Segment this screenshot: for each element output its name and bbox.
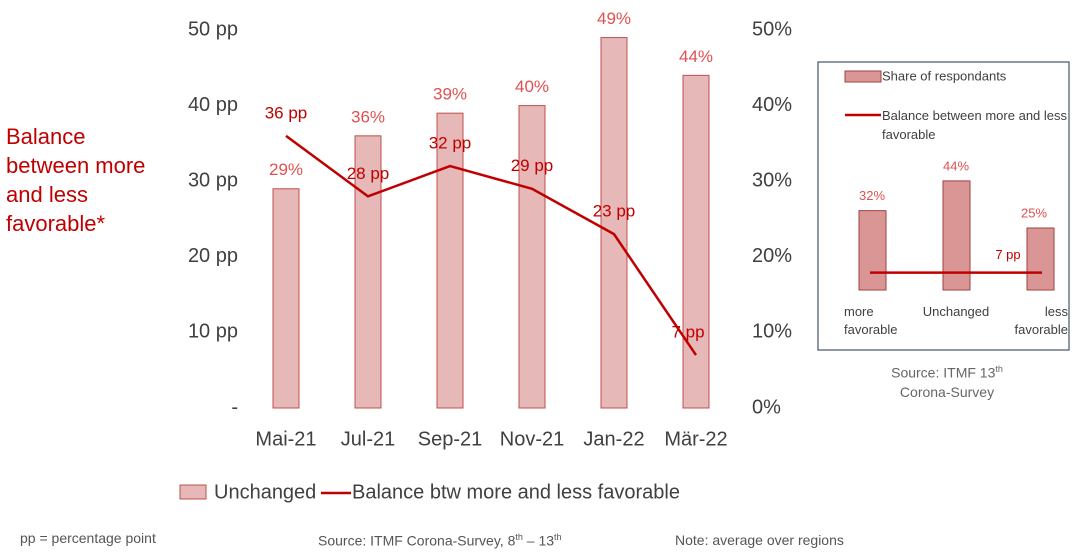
bar-value-label: 44% [679,47,713,66]
source-sup: th [554,532,562,542]
source-sup: th [515,532,523,542]
line-value-label: 7 pp [671,323,704,342]
legend-label: Share of respondants [882,68,1007,83]
line-value-label: 36 pp [265,103,308,122]
footnote-source: Source: ITMF Corona-Survey, 8th – 13th [318,532,562,549]
source-text: Corona-Survey [899,383,995,400]
x-tick-label: Unchanged [922,304,990,319]
source-text: Source: ITMF Corona-Survey, 8 [318,532,516,549]
bar [518,105,546,409]
x-tick-label: more favorable [844,304,898,337]
x-tick-label: Jul-21 [341,428,395,450]
x-tick-label: Nov-21 [500,428,564,450]
y-tick-label: 30 pp [188,169,238,191]
bar [1026,227,1055,291]
y-tick-label: - [231,396,238,418]
x-tick-label: Sep-21 [418,428,483,450]
x-tick-label: Mai-21 [255,428,316,450]
bar-value-label: 44% [943,158,969,173]
bar-value-label: 29% [269,160,303,179]
y-tick-label: 40 pp [188,94,238,116]
y-tick-label: 20 pp [188,245,238,267]
legend-label: Unchanged [214,481,316,503]
x-tick-label: less favorable [1014,304,1068,337]
bar-value-label: 40% [515,77,549,96]
line-value-label: 23 pp [593,202,636,221]
y2-tick-label: 10% [752,321,792,343]
legend-label: Balance between more and less favorable [882,108,1068,142]
source-text: – 13 [522,532,555,549]
legend-label: Balance btw more and less favorable [352,481,680,503]
legend-swatch [179,484,207,500]
line-value-label: 28 pp [347,164,390,183]
bar-value-label: 49% [597,9,631,28]
footnote-note: Note: average over regions [675,532,844,548]
bar [436,112,464,409]
y2-tick-label: 20% [752,245,792,267]
reference-value-label: 7 pp [995,247,1020,262]
inset-source: Source: ITMF 13th Corona-Survey [862,360,1032,402]
x-tick-label: Jan-22 [583,428,644,450]
bar-value-label: 36% [351,107,385,126]
bar [600,37,628,409]
source-text: Source: ITMF 13 [891,364,996,381]
footnote: pp = percentage point [20,530,156,546]
line-value-label: 29 pp [511,156,554,175]
inset-frame [817,61,1070,351]
bar [354,135,382,409]
line-value-label: 32 pp [429,134,472,153]
bar-value-label: 25% [1021,205,1047,220]
y2-tick-label: 40% [752,94,792,116]
y-axis-label: Balance between more and less favorable* [6,124,146,236]
bar [682,74,710,409]
bar-value-label: 32% [859,188,885,203]
source-sup: th [995,364,1003,374]
y2-tick-label: 30% [752,169,792,191]
x-tick-label: Mär-22 [664,428,727,450]
y2-tick-label: 50% [752,18,792,40]
y-tick-label: 50 pp [188,18,238,40]
bar-value-label: 39% [433,85,467,104]
y2-tick-label: 0% [752,396,781,418]
y-tick-label: 10 pp [188,321,238,343]
legend-swatch [844,70,882,83]
bar [858,210,887,291]
line [285,134,698,356]
bar [272,188,300,409]
